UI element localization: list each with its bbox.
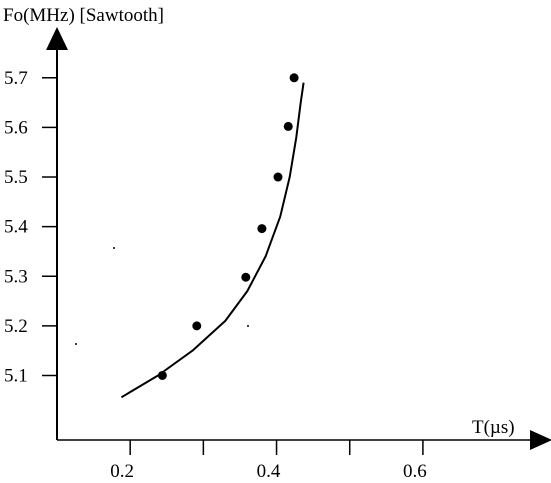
data-point bbox=[192, 321, 202, 331]
x-axis-label: T(µs) bbox=[472, 417, 515, 438]
x-tick-label: 0.2 bbox=[110, 461, 134, 482]
ticks: 5.1 5.2 5.3 5.4 5.5 5.6 5.7 0.2 0.4 0.6 bbox=[4, 68, 427, 482]
stray-dot bbox=[75, 343, 77, 345]
y-tick-label: 5.6 bbox=[4, 117, 28, 138]
y-axis-arrow bbox=[46, 27, 68, 50]
data-point bbox=[273, 172, 283, 182]
y-tick-label: 5.5 bbox=[4, 167, 28, 188]
axes bbox=[46, 27, 551, 450]
x-tick-label: 0.4 bbox=[257, 461, 281, 482]
x-tick-label: 0.6 bbox=[403, 461, 427, 482]
fit-curve bbox=[120, 82, 305, 399]
data-point bbox=[241, 272, 251, 282]
stray-dot bbox=[113, 247, 115, 249]
series-layer bbox=[120, 73, 305, 399]
data-point bbox=[289, 73, 299, 83]
data-point bbox=[257, 224, 267, 234]
y-tick-label: 5.2 bbox=[4, 316, 28, 337]
y-tick-label: 5.3 bbox=[4, 266, 28, 287]
y-tick-label: 5.7 bbox=[4, 68, 28, 89]
y-tick-label: 5.1 bbox=[4, 365, 28, 386]
x-axis-arrow bbox=[530, 430, 551, 450]
y-axis-label: Fo(MHz) [Sawtooth] bbox=[3, 5, 164, 26]
data-point bbox=[283, 121, 293, 131]
y-tick-label: 5.4 bbox=[4, 217, 28, 238]
stray-dot bbox=[247, 325, 249, 327]
